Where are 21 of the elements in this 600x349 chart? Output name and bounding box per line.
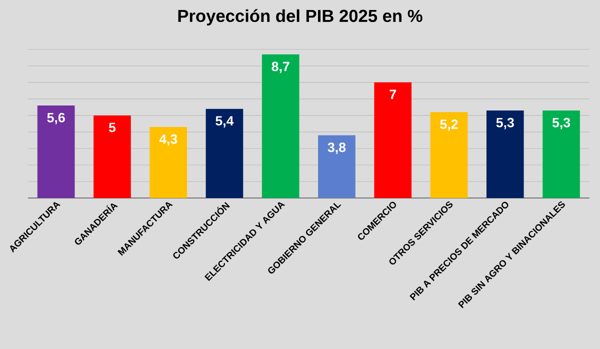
bar: [94, 115, 131, 198]
data-label: 4,3: [159, 134, 178, 146]
data-label: 3,8: [328, 142, 346, 154]
data-label: 5,6: [47, 112, 65, 124]
data-label: 5,4: [216, 116, 234, 128]
data-label: 5,3: [552, 118, 570, 130]
data-label: 5,2: [440, 120, 458, 131]
chart-title: Proyección del PIB 2025 en %: [178, 9, 422, 26]
data-label: 8,7: [272, 62, 290, 74]
bar: [150, 126, 188, 198]
data-label: 5: [108, 122, 116, 132]
bar: [37, 106, 75, 198]
data-label: 7: [390, 90, 396, 99]
data-label: 5,3: [496, 118, 514, 130]
bar: [318, 135, 356, 198]
bar: [206, 108, 244, 198]
bar: [374, 82, 412, 198]
bar: [262, 54, 300, 198]
bar: [542, 110, 580, 198]
bar: [430, 112, 468, 198]
bar: [486, 110, 524, 198]
